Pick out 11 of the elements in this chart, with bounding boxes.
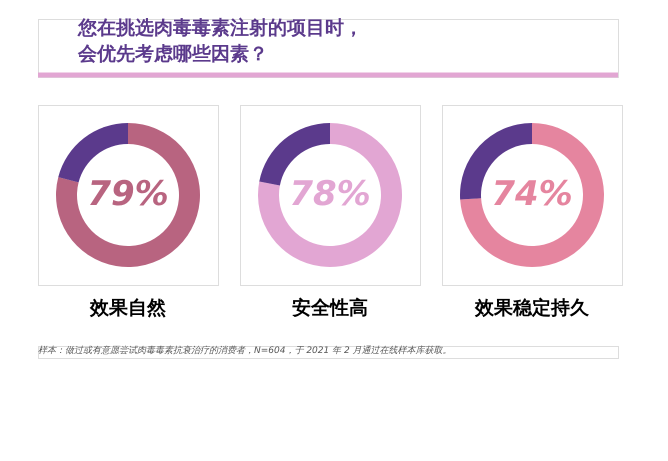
donut-slice	[258, 123, 402, 267]
text: 样本：做过或有意愿尝试肉毒毒素抗衰治疗的消费者，N=604，于 2021 年 2 月通过在线样本库获取。	[38, 345, 452, 356]
text: 您在挑选肉毒毒素注射的项目时，会优先考虑哪些因素？	[77, 17, 363, 65]
donut-slice	[56, 123, 200, 267]
text: 效果稳定持久	[474, 297, 590, 319]
data-label: 78%	[289, 174, 371, 214]
text: 效果自然	[89, 297, 167, 319]
data-label: 79%	[87, 174, 169, 214]
donut-slice	[460, 123, 604, 267]
text: 安全性高	[292, 297, 368, 319]
data-label: 74%	[491, 174, 573, 214]
